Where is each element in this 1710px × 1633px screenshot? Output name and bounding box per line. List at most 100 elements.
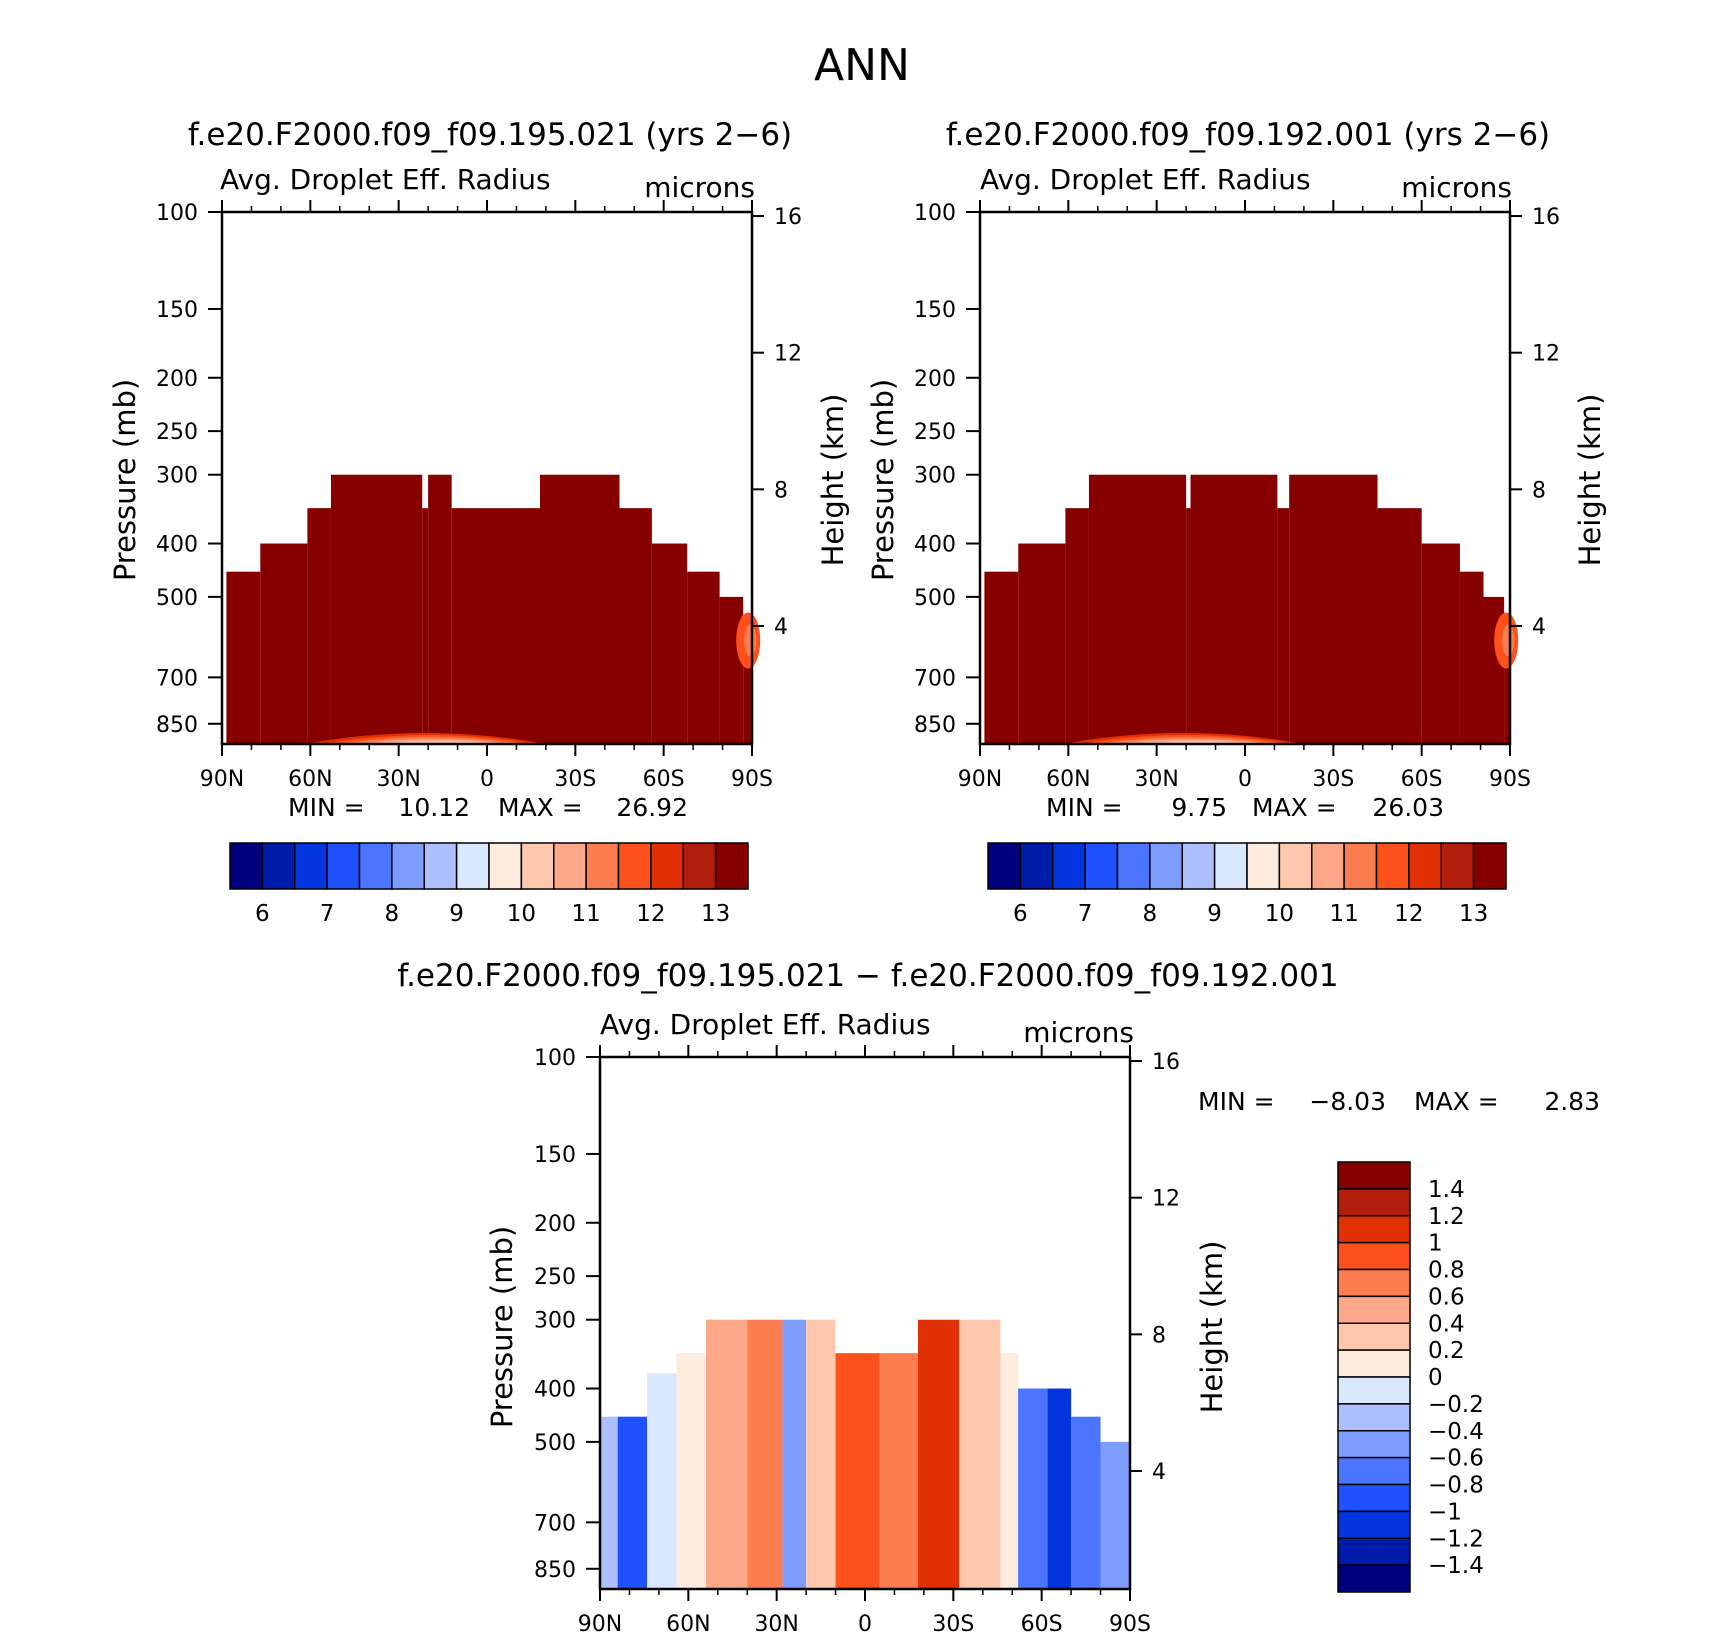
colorbar-label-4: 10: [507, 901, 536, 927]
panel-control-y2label: Height (km): [1573, 394, 1607, 567]
y-tick-label-500: 500: [156, 586, 198, 611]
colorbar-box-11: [1343, 842, 1378, 890]
colorbar-box-3: [1337, 1241, 1411, 1271]
colorbar-box-0: [1337, 1161, 1411, 1190]
y2-tick-label-16: 16: [1532, 205, 1560, 230]
colorbar-label-14: −1.4: [1428, 1553, 1484, 1579]
x-tick-label-5: 60S: [1021, 1612, 1063, 1633]
colorbar-box-4: [358, 842, 393, 890]
panel-control-case-title: f.e20.F2000.f09_f09.192.001 (yrs 2−6): [946, 117, 1550, 153]
colorbar-label-7: 0: [1428, 1365, 1443, 1391]
contour-fill-column-6: [782, 1319, 807, 1589]
contour-fill-column-10: [918, 1319, 960, 1589]
y-tick-label-400: 400: [534, 1378, 576, 1403]
y-tick-label-300: 300: [156, 464, 198, 489]
contour-fill-column-4: [706, 1319, 748, 1589]
panel-control-max-value: 26.03: [1372, 793, 1444, 822]
y-tick-label-400: 400: [914, 533, 956, 558]
contour-fill-column-7: [1277, 508, 1290, 744]
colorbar-label-11: −0.8: [1428, 1473, 1484, 1499]
panel-diff-plot: 100 150 200 250 300 400 500 700 850 16 12 8 4 90N 60N 3…: [534, 1045, 1180, 1633]
contour-fill-column-0: [600, 1416, 618, 1589]
contour-fill-column-11: [959, 1319, 1001, 1589]
colorbar-label-4: 10: [1265, 901, 1294, 927]
panel-diff-case-title: f.e20.F2000.f09_f09.195.021 − f.e20.F200…: [397, 958, 1338, 994]
contour-fill-column-5: [1186, 508, 1191, 744]
colorbar-box-3: [1084, 842, 1119, 890]
y-tick-label-200: 200: [156, 367, 198, 392]
y2-tick-label-4: 4: [1152, 1460, 1166, 1485]
contour-fill-column-14: [1047, 1388, 1072, 1589]
colorbar-box-4: [1116, 842, 1151, 890]
contour-fill-column-10: [1421, 543, 1460, 744]
y-tick-label-850: 850: [914, 713, 956, 738]
panel-diff-min-value: −8.03: [1309, 1087, 1386, 1116]
panel-diff: f.e20.F2000.f09_f09.195.021 − f.e20.F200…: [397, 958, 1600, 1633]
x-tick-label-0: 90N: [958, 767, 1002, 792]
colorbar-label-1: 1.2: [1428, 1204, 1465, 1230]
colorbar-label-0: 6: [1013, 901, 1028, 927]
panel-control: f.e20.F2000.f09_f09.192.001 (yrs 2−6) Av…: [866, 117, 1607, 927]
contour-fill-column-9: [619, 508, 652, 744]
x-tick-label-0: 90N: [578, 1612, 622, 1633]
colorbar-label-10: −0.6: [1428, 1446, 1484, 1472]
colorbar-box-7: [1337, 1349, 1411, 1378]
contour-fill-column-8: [835, 1353, 880, 1589]
contour-fill-column-2: [260, 543, 308, 744]
contour-fill-column-1: [984, 571, 1019, 744]
colorbar-label-3: 9: [449, 901, 464, 927]
colorbar-box-13: [650, 842, 684, 890]
colorbar-box-8: [488, 842, 523, 890]
colorbar-box-1: [1337, 1188, 1411, 1217]
contour-fill-column-3: [307, 508, 331, 744]
contour-fill-column-2: [1018, 543, 1066, 744]
colorbar-label-3: 0.8: [1428, 1258, 1465, 1284]
y-tick-label-500: 500: [534, 1431, 576, 1456]
x-tick-label-6: 90S: [731, 767, 773, 792]
colorbar-label-9: −0.4: [1428, 1419, 1484, 1445]
x-tick-label-2: 30N: [376, 767, 420, 792]
colorbar-box-11: [1337, 1456, 1411, 1486]
colorbar-box-12: [1337, 1483, 1411, 1513]
colorbar-label-1: 7: [320, 901, 335, 927]
panel-diff-units: microns: [1023, 1016, 1134, 1049]
colorbar-box-6: [1181, 842, 1216, 890]
contour-fill-column-4: [330, 474, 423, 744]
contour-fill-column-13: [743, 615, 752, 744]
y-tick-label-500: 500: [914, 586, 956, 611]
y2-tick-label-16: 16: [1152, 1050, 1180, 1075]
panel-control-units: microns: [1401, 171, 1512, 204]
colorbar-box-5: [391, 842, 425, 890]
colorbar-label-0: 6: [255, 901, 270, 927]
colorbar-box-1: [261, 842, 296, 890]
y-tick-label-250: 250: [534, 1265, 576, 1290]
y2-tick-label-16: 16: [774, 205, 802, 230]
panel-test-ylabel: Pressure (mb): [108, 379, 142, 581]
x-tick-label-4: 30S: [932, 1612, 974, 1633]
contour-fill-column-9: [879, 1353, 918, 1589]
panel-control-ylabel: Pressure (mb): [866, 379, 900, 581]
panel-diff-max-label: MAX =: [1414, 1087, 1499, 1116]
panel-test-min-value: 10.12: [398, 793, 470, 822]
colorbar-box-13: [1408, 842, 1442, 890]
y-tick-label-100: 100: [914, 201, 956, 226]
colorbar-label-8: −0.2: [1428, 1392, 1484, 1418]
panel-test: f.e20.F2000.f09_f09.195.021 (yrs 2−6) Av…: [108, 117, 850, 927]
y2-tick-label-12: 12: [1152, 1187, 1180, 1212]
contour-fill-column-11: [687, 571, 720, 744]
y-tick-label-300: 300: [914, 464, 956, 489]
colorbar-box-9: [520, 842, 555, 890]
x-tick-label-4: 30S: [554, 767, 596, 792]
y-tick-label-150: 150: [534, 1143, 576, 1168]
panel-control-min-label: MIN =: [1046, 793, 1123, 822]
contour-fill-column-12: [719, 596, 744, 744]
y-tick-label-150: 150: [914, 298, 956, 323]
colorbar-label-7: 13: [1459, 901, 1488, 927]
colorbar-box-14: [682, 842, 717, 890]
colorbar-label-4: 0.6: [1428, 1284, 1465, 1310]
panel-test-min-label: MIN =: [288, 793, 365, 822]
x-tick-label-0: 90N: [200, 767, 244, 792]
contour-fill-column-3: [676, 1353, 706, 1589]
colorbar-label-0: 1.4: [1428, 1177, 1465, 1203]
